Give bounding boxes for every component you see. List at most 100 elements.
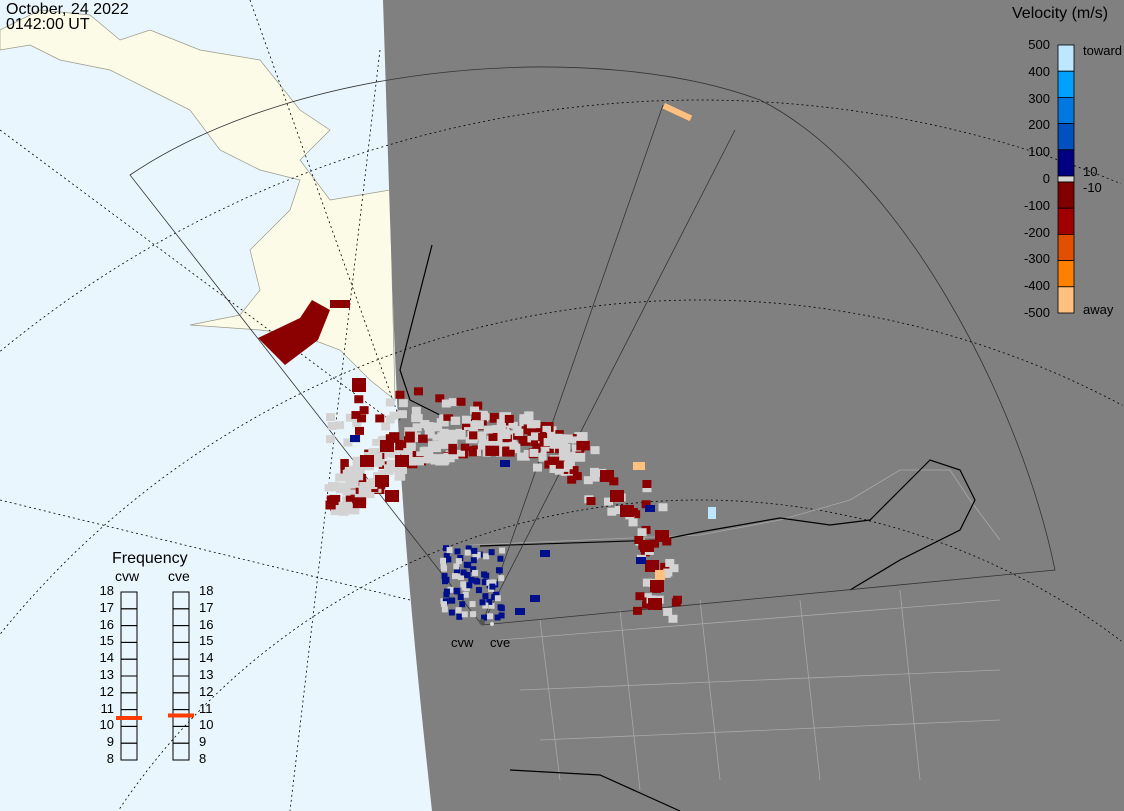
scatter-cell [352,497,367,509]
scatter-cell [485,445,500,456]
scatter-cell [487,613,494,620]
scatter-cell [562,434,573,443]
scatter-cell [325,413,335,422]
scatter-cell [380,440,394,452]
gs-lower-label: -10 [1083,180,1102,195]
scatter-cell [517,452,530,461]
scatter-cell [345,505,360,515]
scatter-cell [648,598,662,610]
colorbar-tick: 400 [1028,63,1050,79]
colorbar-tick: -300 [1023,251,1050,267]
frequency-tick: 12 [99,683,114,699]
scatter-cell [489,583,496,590]
frequency-cell [120,742,138,761]
scatter-cell [481,614,488,621]
scatter-cell [464,572,471,579]
scatter-cell [468,576,475,583]
scatter-cell [325,500,336,510]
frequency-tick: 15 [199,633,214,649]
scatter-cell [549,464,559,473]
scatter-cell [663,568,673,577]
scatter-cell [481,571,488,578]
scatter-cell [258,300,330,365]
scatter-cell [455,558,462,565]
scatter-cell [446,429,455,438]
scatter-cell [645,560,659,572]
frequency-tick: 14 [99,650,114,666]
scatter-cell [423,422,433,431]
scatter-cell [586,497,596,506]
scatter-cell [461,415,471,424]
scatter-cell [441,399,451,408]
scatter-cell [354,426,364,435]
scatter-cell [561,443,571,452]
scatter-cell [509,441,519,450]
colorbar-tick: 0 [1042,171,1050,186]
scatter-cell [418,434,428,443]
scatter-cell [567,475,577,484]
scatter-cell [469,431,479,440]
scatter-cell [665,558,675,567]
scatter-cell [628,518,638,527]
latitude-line [0,299,1123,634]
scatter-cell [532,463,542,472]
colorbar-segment [1057,149,1075,177]
scatter-cell [498,605,505,612]
colorbar-segment [1057,233,1075,261]
scatter-cell [470,406,480,415]
scatter-cell [565,468,574,476]
scatter-cell [501,431,511,440]
latitude-line [119,499,1122,809]
scatter-cell [477,431,487,440]
scatter-cell [472,569,479,576]
scatter-cell [486,598,493,605]
scatter-cell [335,421,345,430]
colorbar-segment [1057,70,1075,98]
scatter-cell [350,435,360,442]
away-label: away [1083,302,1114,317]
scatter-cell [395,439,404,451]
scatter-cell [642,578,652,587]
frequency-title: Frequency [112,550,188,567]
scatter-cell [344,466,355,474]
frequency-tick: 13 [199,667,214,682]
scatter-cell [461,584,468,591]
scatter-cell [440,454,450,465]
scatter-cell [655,570,665,580]
scatter-cell [488,549,495,556]
scatter-cell [406,442,416,452]
scatter-cell [530,435,540,447]
scatter-cell [375,475,389,487]
scatter-cell [655,530,669,542]
scatter-cell [472,577,479,584]
scatter-cell [395,390,405,399]
scatter-cell [448,398,458,407]
scatter-cell [500,460,510,467]
scatter-cell [514,428,524,437]
scatter-cell [489,412,499,423]
scatter-cell [583,476,593,485]
scatter-cell [464,549,471,556]
scatter-cell [523,424,532,434]
scatter-cell [433,423,443,432]
scatter-cell [340,459,349,470]
colorbar-tick: -400 [1023,278,1050,294]
colorbar-title: Velocity (m/s) [1012,5,1109,22]
frequency-tick: 17 [99,599,114,615]
scatter-cell [384,464,394,475]
scatter-cell [538,433,548,442]
scatter-cell [403,436,415,444]
scatter-cell [529,448,539,457]
scatter-cell [650,580,664,592]
scatter-cell [411,414,421,423]
scatter-cell [636,557,646,564]
scatter-cell [413,387,423,396]
scatter-cell [600,470,614,482]
scatter-cell [452,573,459,580]
scatter-cell [468,446,477,457]
scatter-cell [671,598,681,607]
scatter-cell [372,438,383,446]
scatter-cell [474,551,481,558]
scatter-cell [669,564,679,573]
date-label: October, 24 2022 [6,1,129,18]
